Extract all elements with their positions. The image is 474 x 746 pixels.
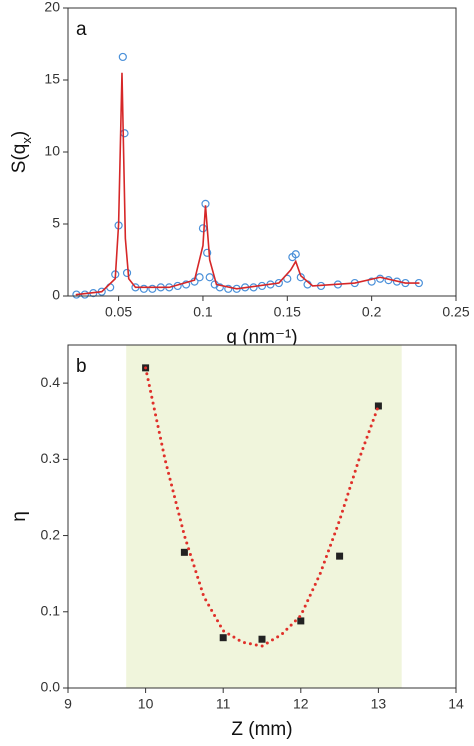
marker [297, 617, 305, 625]
y-tick-label: 5 [52, 215, 60, 231]
marker [219, 634, 227, 642]
y-tick-label: 0.3 [41, 450, 61, 466]
y-tick-label: 0 [52, 287, 60, 303]
x-tick-label: 14 [448, 696, 464, 712]
fit-line [144, 366, 380, 648]
x-tick-label: 10 [138, 696, 154, 712]
marker [120, 129, 129, 138]
y-tick-label: 0.4 [41, 374, 61, 390]
y-tick-label: 10 [44, 143, 60, 159]
x-tick-label: 0.2 [362, 304, 382, 320]
marker [195, 273, 204, 282]
marker [205, 273, 214, 282]
marker [203, 248, 212, 257]
panel-label: a [76, 19, 87, 40]
x-tick-label: 11 [216, 696, 231, 712]
marker [139, 284, 149, 293]
y-axis-label: η [9, 511, 30, 522]
fit-line [75, 72, 420, 296]
x-tick-label: 0.15 [274, 304, 301, 320]
y-label-part: η [9, 511, 30, 522]
y-tick-label: 0.0 [41, 679, 61, 695]
marker [367, 277, 376, 286]
marker [118, 52, 127, 62]
x-axis-label: q (nm⁻¹) [226, 327, 297, 348]
marker [180, 548, 188, 556]
x-axis-label: Z (mm) [231, 719, 292, 740]
x-tick-label: 9 [64, 696, 72, 712]
y-tick-label: 0.1 [41, 602, 61, 618]
x-tick-label: 12 [293, 696, 309, 712]
y-tick-label: 20 [44, 0, 60, 15]
y-axis-label: S(qx) [9, 131, 34, 173]
panel-label: b [76, 356, 87, 377]
y-label-part: x [19, 137, 34, 144]
marker [258, 635, 266, 643]
marker [291, 250, 300, 259]
x-tick-label: 13 [371, 696, 387, 712]
marker [336, 552, 344, 560]
marker [122, 268, 132, 278]
marker [375, 274, 385, 283]
x-tick-label: 0.05 [105, 304, 132, 320]
y-label-part: S(q [9, 144, 30, 174]
x-tick-label: 0.25 [442, 304, 469, 320]
plot-frame [67, 344, 457, 689]
x-tick-label: 0.1 [193, 304, 213, 320]
marker [374, 402, 382, 410]
y-label-part: ) [9, 131, 30, 137]
y-tick-label: 0.2 [41, 526, 61, 542]
marker [148, 284, 157, 293]
y-tick-label: 15 [44, 71, 60, 87]
shaded-region [126, 345, 402, 688]
marker [181, 280, 191, 289]
marker [215, 283, 224, 292]
marker [198, 224, 208, 233]
marker [224, 284, 233, 293]
